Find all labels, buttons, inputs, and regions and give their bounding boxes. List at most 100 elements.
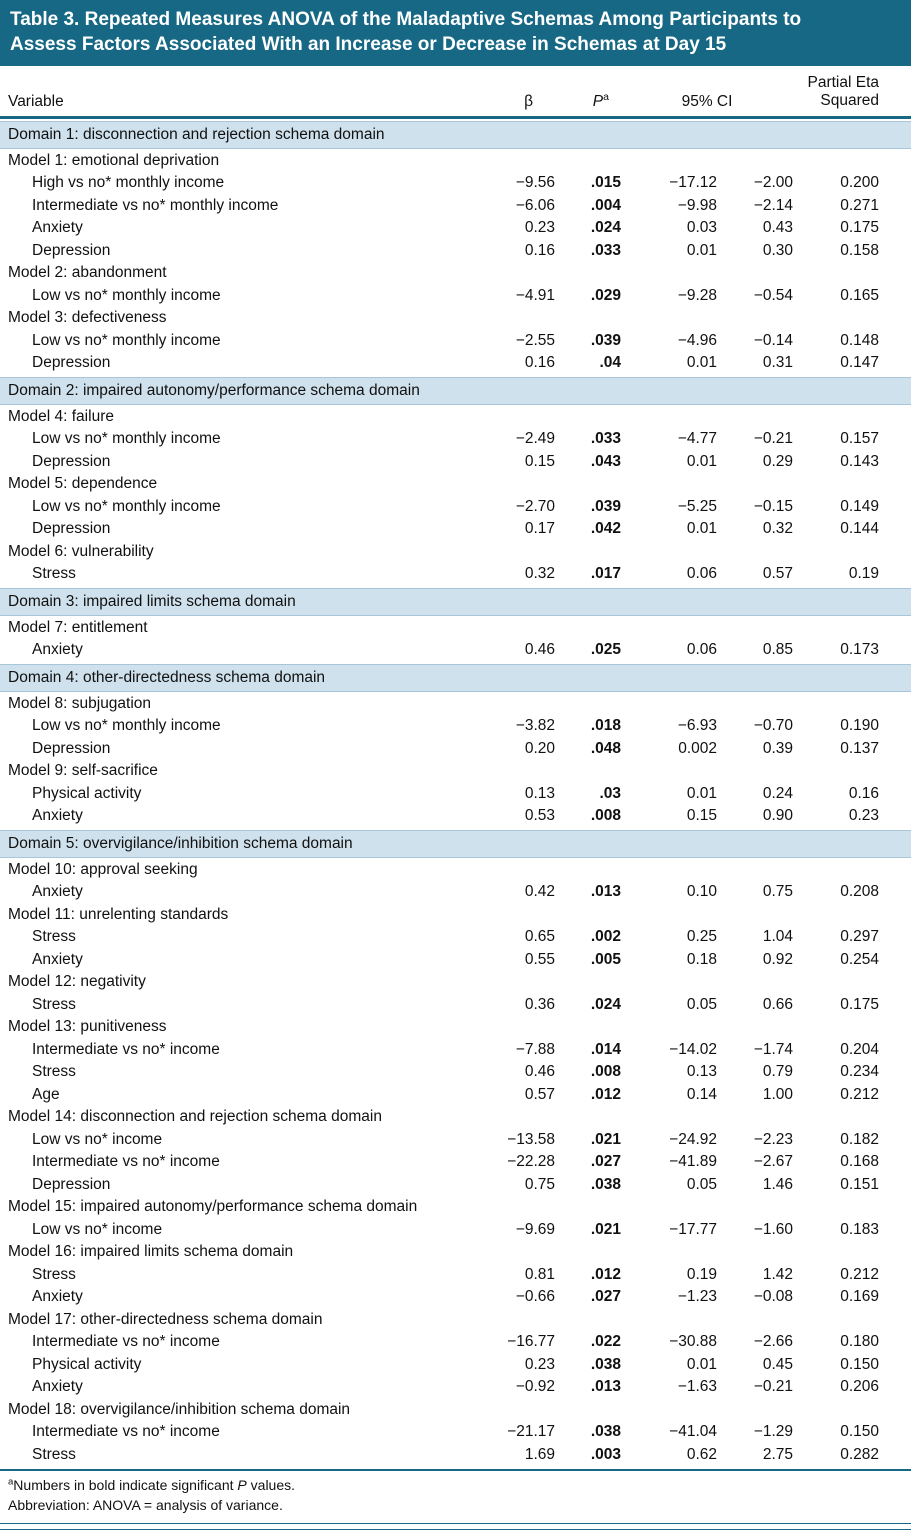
ci-upper-value: −2.14: [753, 196, 793, 214]
beta-value: 0.16: [524, 241, 555, 259]
model-header-row: Model 15: impaired autonomy/performance …: [0, 1196, 911, 1219]
beta-value: −2.49: [515, 430, 555, 448]
partial-eta-value: 0.19: [848, 565, 879, 583]
footnote-p-symbol: P: [237, 1477, 247, 1494]
partial-eta-value: 0.158: [840, 241, 879, 259]
variable-cell: Depression: [32, 354, 111, 372]
p-value: .005: [590, 950, 621, 968]
beta-value: −2.70: [515, 497, 555, 515]
table-row: Low vs no* monthly income −3.82 .018 −6.93 −…: [0, 715, 911, 738]
partial-eta-value: 0.168: [840, 1153, 879, 1171]
model-header-row: Model 7: entitlement: [0, 617, 911, 640]
ci-lower-value: −14.02: [669, 1040, 717, 1058]
beta-value: 0.23: [524, 219, 555, 237]
ci-lower-value: 0.15: [686, 807, 717, 825]
ci-lower-value: 0.01: [686, 1355, 717, 1373]
ci-upper-value: 0.29: [762, 452, 793, 470]
model-label: Model 2: abandonment: [8, 264, 167, 282]
beta-value: 0.23: [524, 1355, 555, 1373]
beta-value: 0.16: [524, 354, 555, 372]
p-value: .029: [590, 286, 621, 304]
model-header-row: Model 2: abandonment: [0, 262, 911, 285]
ci-lower-value: 0.14: [686, 1085, 717, 1103]
ci-upper-value: −1.60: [753, 1220, 793, 1238]
beta-value: 0.20: [524, 739, 555, 757]
ci-upper-value: −2.67: [753, 1153, 793, 1171]
ci-upper-value: 0.92: [762, 950, 793, 968]
p-value: .027: [590, 1288, 621, 1306]
partial-eta-value: 0.148: [840, 331, 879, 349]
variable-cell: Anxiety: [32, 1288, 83, 1306]
table-row: Intermediate vs no* income −7.88 .014 −14.0…: [0, 1039, 911, 1062]
model-label: Model 6: vulnerability: [8, 542, 154, 560]
p-footnote-marker: a: [603, 90, 609, 103]
col-header-variable: Variable: [8, 92, 64, 110]
model-label: Model 7: entitlement: [8, 618, 148, 636]
table-row: Low vs no* monthly income −4.91 .029 −9.28 −…: [0, 285, 911, 308]
variable-cell: Anxiety: [32, 950, 83, 968]
partial-eta-value: 0.173: [840, 641, 879, 659]
p-value: .012: [590, 1265, 621, 1283]
beta-value: −16.77: [507, 1333, 555, 1351]
partial-eta-value: 0.143: [840, 452, 879, 470]
table-row: Anxiety 0.53 .008 0.15 0.90 0.23: [0, 805, 911, 828]
beta-value: 0.46: [524, 641, 555, 659]
table-row: Low vs no* income −13.58 .021 −24.92 −2.23 0.…: [0, 1129, 911, 1152]
table-row: Intermediate vs no* monthly income −6.06.…: [0, 195, 911, 218]
ci-lower-value: 0.05: [686, 995, 717, 1013]
ci-lower-value: 0.06: [686, 641, 717, 659]
beta-value: 0.46: [524, 1063, 555, 1081]
partial-eta-value: 0.182: [840, 1130, 879, 1148]
ci-lower-value: −17.12: [669, 174, 717, 192]
ci-upper-value: 1.00: [762, 1085, 793, 1103]
p-value: .013: [590, 883, 621, 901]
p-value: .024: [590, 995, 621, 1013]
ci-lower-value: 0.10: [686, 883, 717, 901]
ci-lower-value: 0.01: [686, 354, 717, 372]
ci-upper-value: 0.30: [762, 241, 793, 259]
variable-cell: Depression: [32, 520, 111, 538]
ci-lower-value: −4.77: [677, 430, 717, 448]
p-value: .014: [590, 1040, 621, 1058]
variable-cell: Anxiety: [32, 1378, 83, 1396]
variable-cell: Intermediate vs no* income: [32, 1153, 220, 1171]
domain-header-row: Domain 2: impaired autonomy/performance …: [0, 376, 911, 405]
variable-cell: Stress: [32, 565, 76, 583]
beta-value: 1.69: [524, 1445, 555, 1463]
variable-cell: Stress: [32, 1063, 76, 1081]
beta-value: 0.32: [524, 565, 555, 583]
p-value: .027: [590, 1153, 621, 1171]
partial-eta-value: 0.149: [840, 497, 879, 515]
table-row: Stress 0.36 .024 0.05 0.66 0.175: [0, 994, 911, 1017]
domain-header-row: Domain 3: impaired limits schema domain: [0, 587, 911, 616]
partial-eta-value: 0.175: [840, 995, 879, 1013]
partial-eta-value: 0.165: [840, 286, 879, 304]
partial-eta-value: 0.183: [840, 1220, 879, 1238]
ci-upper-value: 0.75: [762, 883, 793, 901]
beta-value: −13.58: [507, 1130, 555, 1148]
variable-cell: Low vs no* monthly income: [32, 430, 221, 448]
model-header-row: Model 18: overvigilance/inhibition schem…: [0, 1399, 911, 1422]
ci-upper-value: 0.43: [762, 219, 793, 237]
variable-cell: Anxiety: [32, 219, 83, 237]
table-row: Depression 0.20 .048 0.002 0.39 0.137: [0, 738, 911, 761]
model-header-row: Model 14: disconnection and rejection sc…: [0, 1106, 911, 1129]
p-value: .012: [590, 1085, 621, 1103]
variable-cell: Depression: [32, 452, 111, 470]
model-label: Model 9: self-sacrifice: [8, 762, 158, 780]
beta-value: 0.81: [524, 1265, 555, 1283]
variable-cell: Depression: [32, 739, 111, 757]
partial-eta-value: 0.137: [840, 739, 879, 757]
ci-upper-value: 0.32: [762, 520, 793, 538]
table-row: Depression 0.16 .033 0.01 0.30 0.158: [0, 240, 911, 263]
variable-cell: Stress: [32, 928, 76, 946]
variable-cell: Physical activity: [32, 1355, 142, 1373]
footnotes: aNumbers in bold indicate significant P …: [0, 1469, 911, 1519]
partial-eta-value: 0.144: [840, 520, 879, 538]
model-header-row: Model 1: emotional deprivation: [0, 150, 911, 173]
model-label: Model 5: dependence: [8, 475, 158, 493]
model-label: Model 8: subjugation: [8, 694, 152, 712]
ci-lower-value: 0.03: [686, 219, 717, 237]
ci-lower-value: 0.01: [686, 784, 717, 802]
